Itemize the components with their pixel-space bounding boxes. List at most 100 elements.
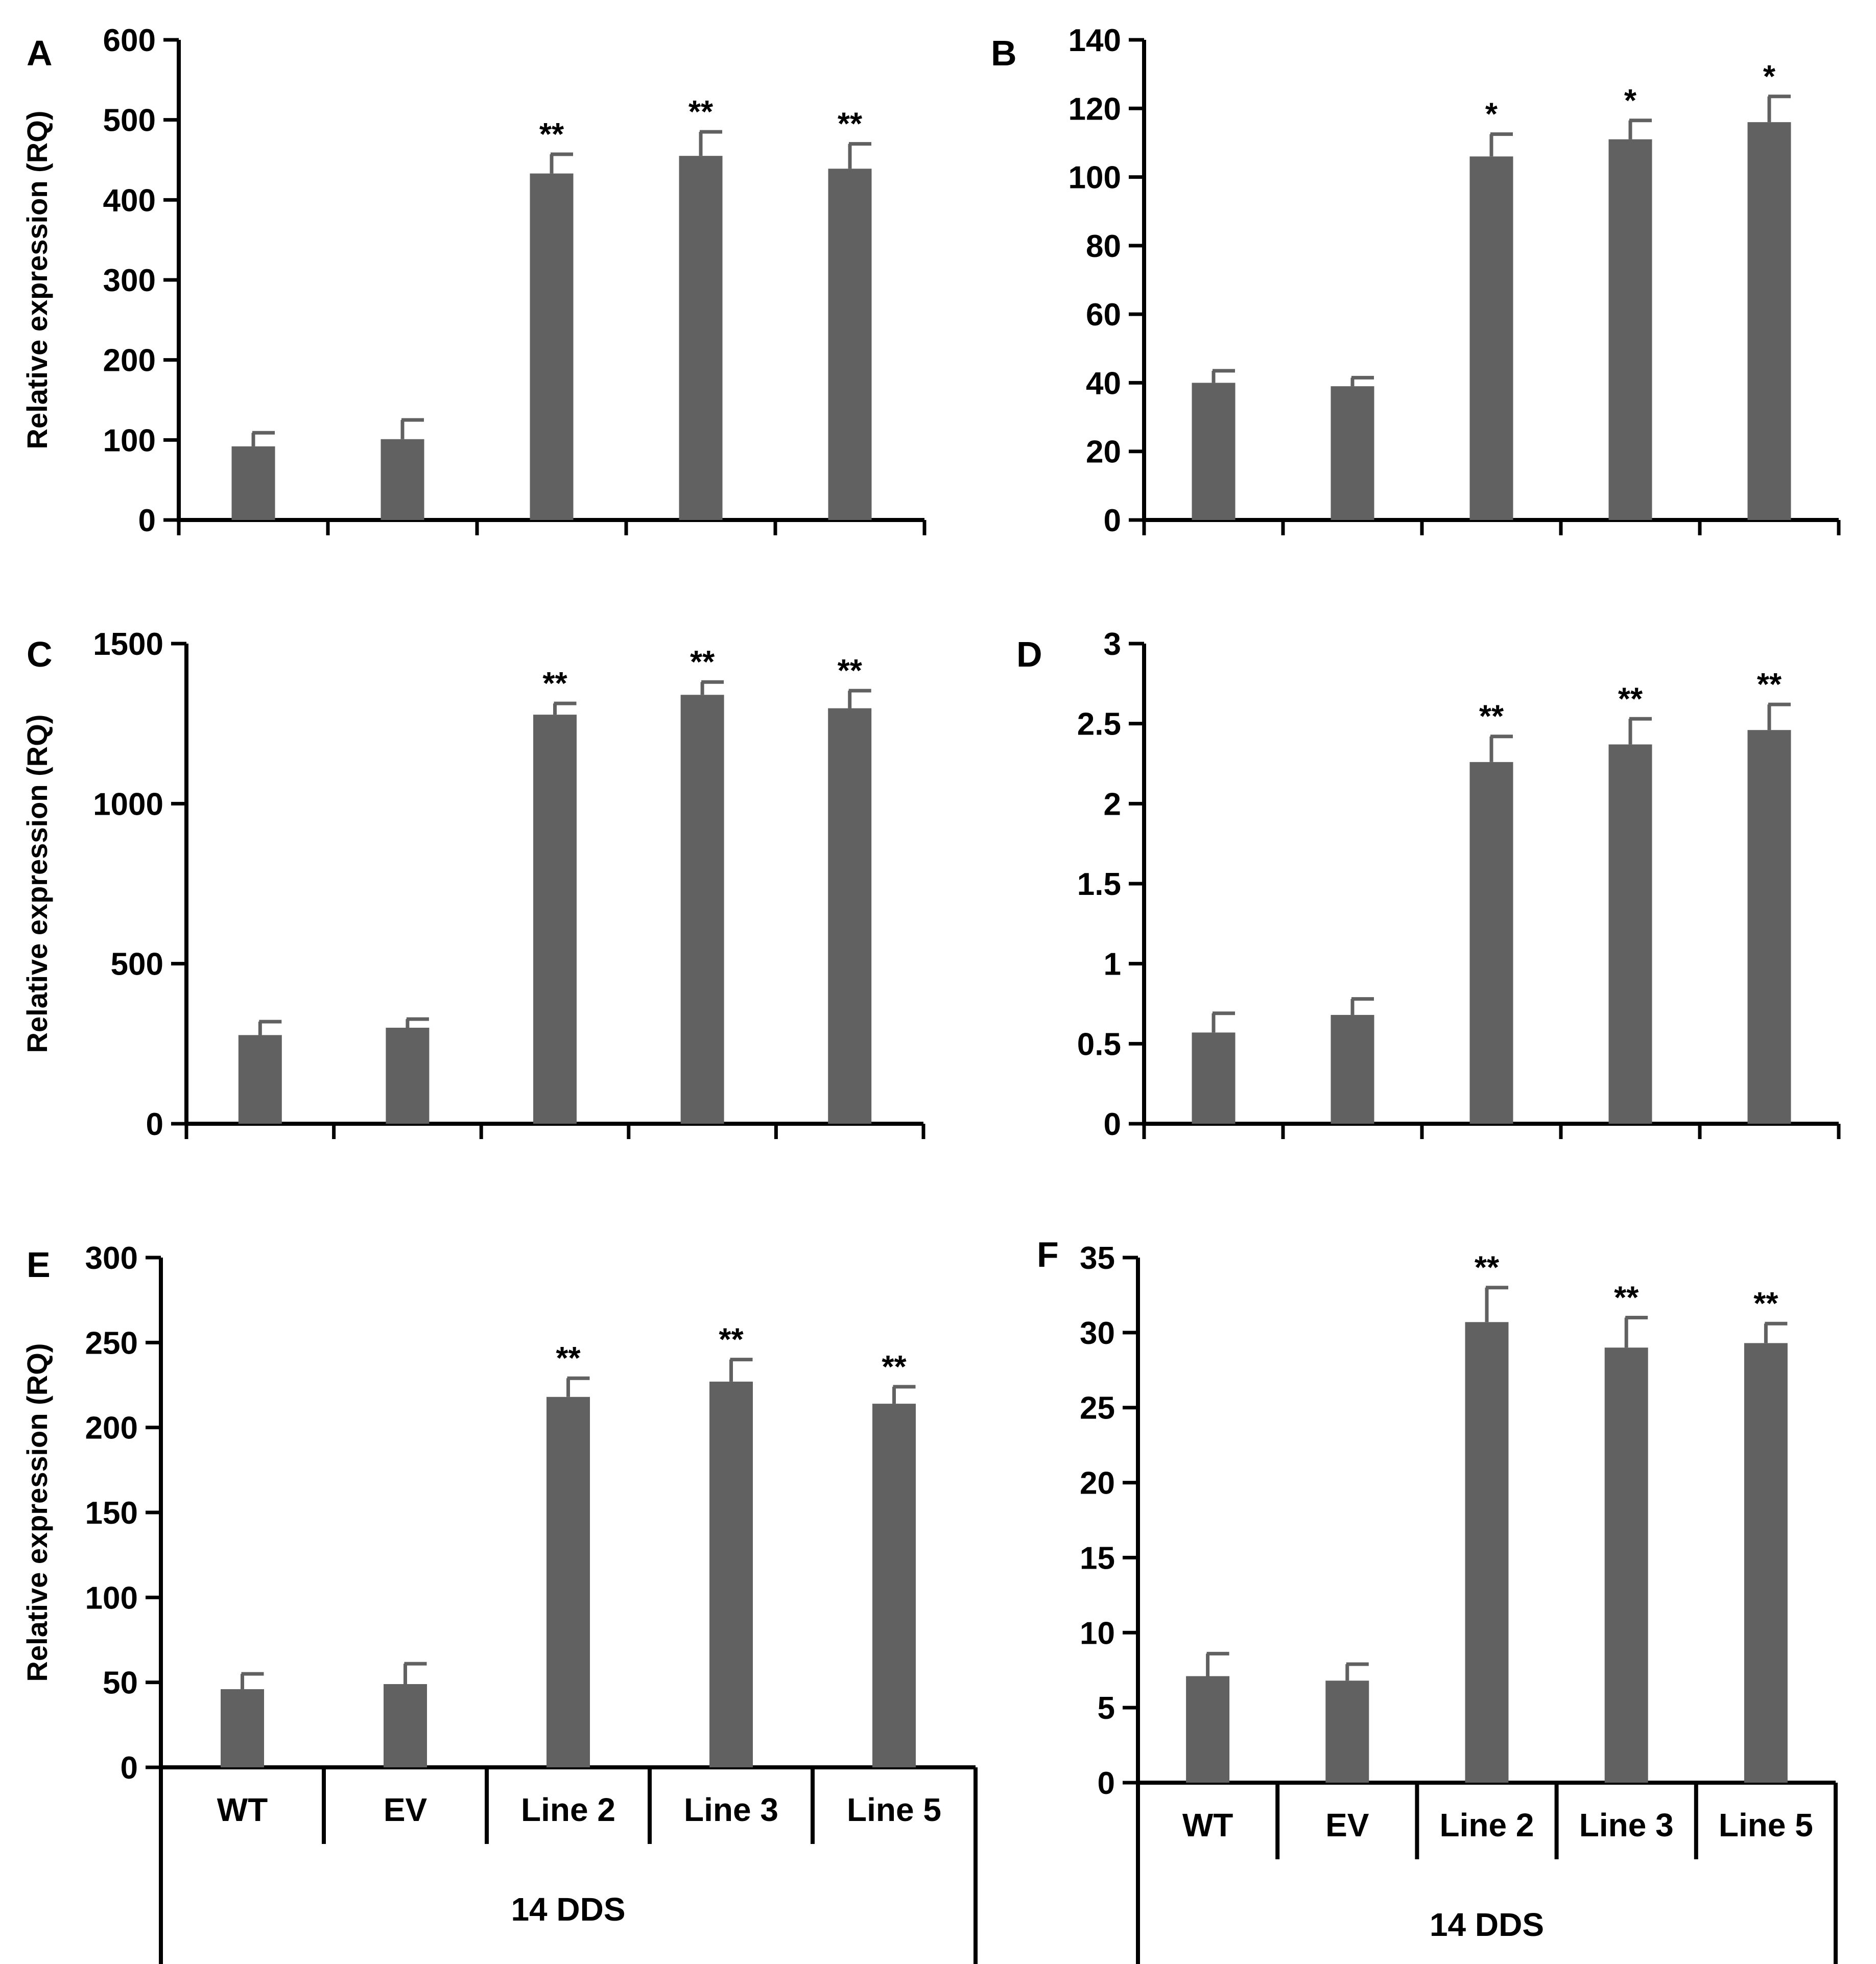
y-tick-label: 20 <box>1080 1466 1115 1501</box>
bar-wt <box>1192 1032 1236 1124</box>
y-tick-label: 20 <box>1086 435 1121 470</box>
bar-line-5 <box>828 169 872 520</box>
y-tick-label: 40 <box>1086 366 1121 401</box>
significance-marker: ** <box>719 1322 744 1358</box>
group-label: 14 DDS <box>1430 1906 1544 1943</box>
y-tick-label: 5 <box>1098 1691 1115 1726</box>
significance-marker: * <box>1763 59 1776 94</box>
y-tick-label: 80 <box>1086 229 1121 264</box>
bar-line-5 <box>1744 1343 1788 1783</box>
group-label: 14 DDS <box>511 1891 625 1928</box>
significance-marker: ** <box>539 117 564 152</box>
y-tick-label: 0.5 <box>1077 1027 1121 1062</box>
y-tick-label: 3 <box>1104 627 1121 662</box>
bar-ev <box>1325 1681 1369 1783</box>
significance-marker: * <box>1624 83 1637 119</box>
bar-wt <box>1192 383 1236 520</box>
significance-marker: ** <box>1614 1280 1639 1315</box>
bar-line-2 <box>1469 156 1513 520</box>
bar-line-2 <box>1469 762 1513 1124</box>
significance-marker: ** <box>556 1341 581 1376</box>
x-category-label: WT <box>217 1791 268 1828</box>
bar-line-2 <box>530 173 574 520</box>
bar-wt <box>1186 1676 1230 1783</box>
panel-letter: F <box>1037 1235 1059 1274</box>
bar-ev <box>1331 386 1374 520</box>
bar-ev <box>1331 1014 1374 1124</box>
chart-panel-f: F 0 5 10 15 20 25 30 35 ** ** ** WT EV Line 2 Line 3 Lin… <box>1037 1235 1838 1964</box>
x-category-label: Line 5 <box>847 1791 941 1828</box>
panel-letter: A <box>27 33 53 73</box>
chart-panel-d: D 0 0.5 1 1.5 2 2.5 3 ** ** ** <box>1016 627 1841 1142</box>
chart-panel-b: B 0 20 40 60 80 100 120 140 * * * <box>991 23 1841 538</box>
x-category-label: EV <box>1325 1807 1369 1843</box>
bar-line-5 <box>1747 730 1791 1124</box>
chart-panel-a: A 0 100 200 300 400 500 600 Relative expression … <box>21 23 927 538</box>
significance-marker: ** <box>838 653 863 689</box>
x-category-label: Line 5 <box>1719 1807 1813 1843</box>
x-category-label: WT <box>1182 1807 1233 1843</box>
y-tick-label: 500 <box>103 103 156 138</box>
x-category-label: Line 2 <box>1440 1807 1534 1843</box>
y-tick-label: 15 <box>1080 1541 1115 1576</box>
y-tick-label: 10 <box>1080 1616 1115 1651</box>
x-category-label: EV <box>384 1791 428 1828</box>
y-axis-title: Relative expression (RQ) <box>21 1343 53 1682</box>
bar-line-3 <box>679 156 723 520</box>
y-axis-title: Relative expression (RQ) <box>21 111 53 449</box>
bar-ev <box>386 1028 430 1124</box>
y-tick-label: 100 <box>103 423 156 458</box>
y-tick-label: 1.5 <box>1077 867 1121 902</box>
chart-panel-e: E 0 50 100 150 200 250 300 Relative expression (… <box>21 1241 978 1964</box>
y-tick-label: 300 <box>103 263 156 298</box>
x-category-label: Line 3 <box>684 1791 778 1828</box>
bar-line-2 <box>533 715 577 1124</box>
y-tick-label: 140 <box>1068 23 1121 58</box>
panel-letter: D <box>1016 634 1042 674</box>
bar-ev <box>381 439 424 520</box>
y-tick-label: 0 <box>146 1107 163 1142</box>
bar-line-3 <box>1608 139 1652 520</box>
panel-letter: C <box>27 634 53 674</box>
y-tick-label: 400 <box>103 183 156 218</box>
panel-letter: B <box>991 33 1017 73</box>
y-tick-label: 35 <box>1080 1241 1115 1276</box>
y-tick-label: 2 <box>1104 787 1121 822</box>
y-tick-label: 0 <box>1098 1766 1115 1801</box>
y-tick-label: 60 <box>1086 297 1121 333</box>
bar-line-5 <box>1747 122 1791 520</box>
y-tick-label: 0 <box>121 1750 138 1786</box>
significance-marker: ** <box>688 94 714 130</box>
y-tick-label: 30 <box>1080 1316 1115 1351</box>
y-tick-label: 0 <box>1104 503 1121 538</box>
panel-letter: E <box>27 1245 51 1285</box>
y-tick-label: 500 <box>111 947 163 982</box>
chart-panel-c: C 0 500 1000 1500 Relative expression (RQ) ** *… <box>21 627 925 1142</box>
bar-wt <box>238 1035 282 1124</box>
x-category-label: Line 3 <box>1579 1807 1674 1843</box>
y-tick-label: 25 <box>1080 1391 1115 1426</box>
significance-marker: ** <box>690 645 715 680</box>
bar-line-5 <box>872 1404 916 1767</box>
significance-marker: ** <box>1475 1250 1500 1286</box>
bar-line-3 <box>1604 1347 1648 1783</box>
y-tick-label: 100 <box>85 1580 138 1616</box>
bar-ev <box>384 1684 427 1767</box>
y-tick-label: 1 <box>1104 947 1121 982</box>
bar-line-3 <box>709 1381 753 1767</box>
y-tick-label: 600 <box>103 23 156 58</box>
bar-wt <box>231 446 275 520</box>
y-tick-label: 120 <box>1068 91 1121 127</box>
y-tick-label: 300 <box>85 1241 138 1276</box>
y-tick-label: 200 <box>85 1411 138 1446</box>
bar-wt <box>221 1689 264 1767</box>
y-tick-label: 2.5 <box>1077 707 1121 742</box>
bar-line-5 <box>828 708 872 1124</box>
x-category-label: Line 2 <box>521 1791 615 1828</box>
significance-marker: ** <box>1757 667 1782 702</box>
bar-line-3 <box>1608 744 1652 1124</box>
y-tick-label: 1000 <box>93 787 163 822</box>
y-tick-label: 1500 <box>93 627 163 662</box>
y-tick-label: 50 <box>103 1666 138 1701</box>
